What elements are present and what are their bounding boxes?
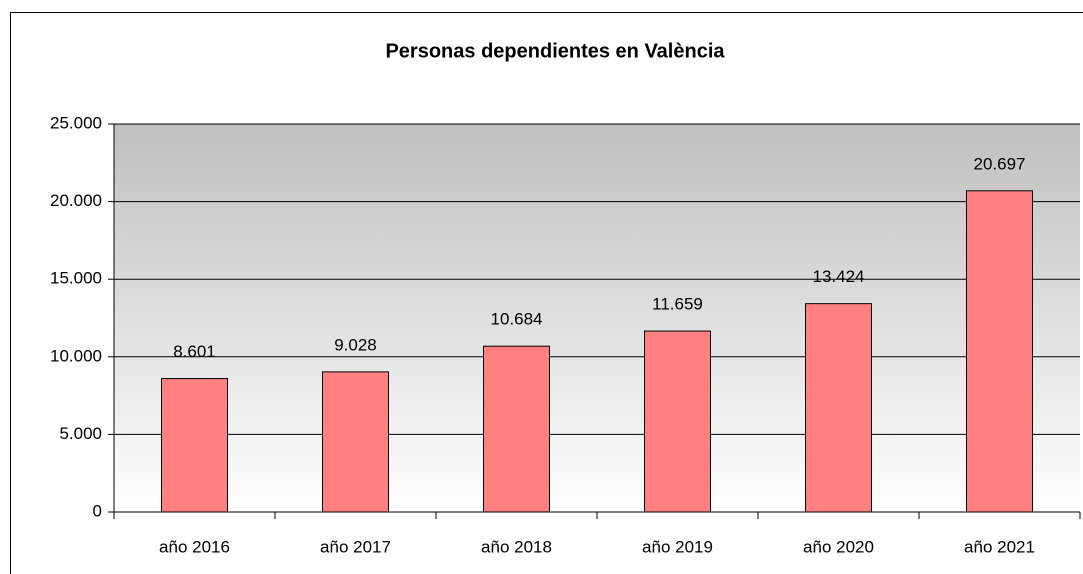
x-tick-label: año 2017	[320, 537, 391, 556]
bar	[805, 303, 872, 513]
y-tick-label: 15.000	[50, 269, 102, 288]
value-label: 9.028	[334, 335, 377, 354]
y-tick-label: 10.000	[50, 346, 102, 365]
y-tick-label: 5.000	[59, 424, 102, 443]
value-label: 13.424	[813, 267, 865, 286]
bar	[161, 378, 228, 513]
bar	[322, 371, 389, 513]
value-label: 8.601	[173, 342, 216, 361]
bar	[644, 330, 711, 513]
x-tick-label: año 2021	[964, 537, 1035, 556]
y-tick-label: 25.000	[50, 113, 102, 132]
x-tick-label: año 2019	[642, 537, 713, 556]
x-tick-label: año 2016	[159, 537, 230, 556]
chart-title: Personas dependientes en València	[385, 40, 725, 62]
x-tick-label: año 2018	[481, 537, 552, 556]
y-tick-label: 0	[93, 501, 102, 520]
bar	[966, 190, 1033, 513]
x-tick-label: año 2020	[803, 537, 874, 556]
value-label: 10.684	[491, 310, 543, 329]
plot-area	[114, 124, 1080, 512]
bar	[483, 345, 550, 513]
value-label: 20.697	[974, 154, 1026, 173]
value-label: 11.659	[652, 295, 703, 314]
y-tick-label: 20.000	[50, 191, 102, 210]
